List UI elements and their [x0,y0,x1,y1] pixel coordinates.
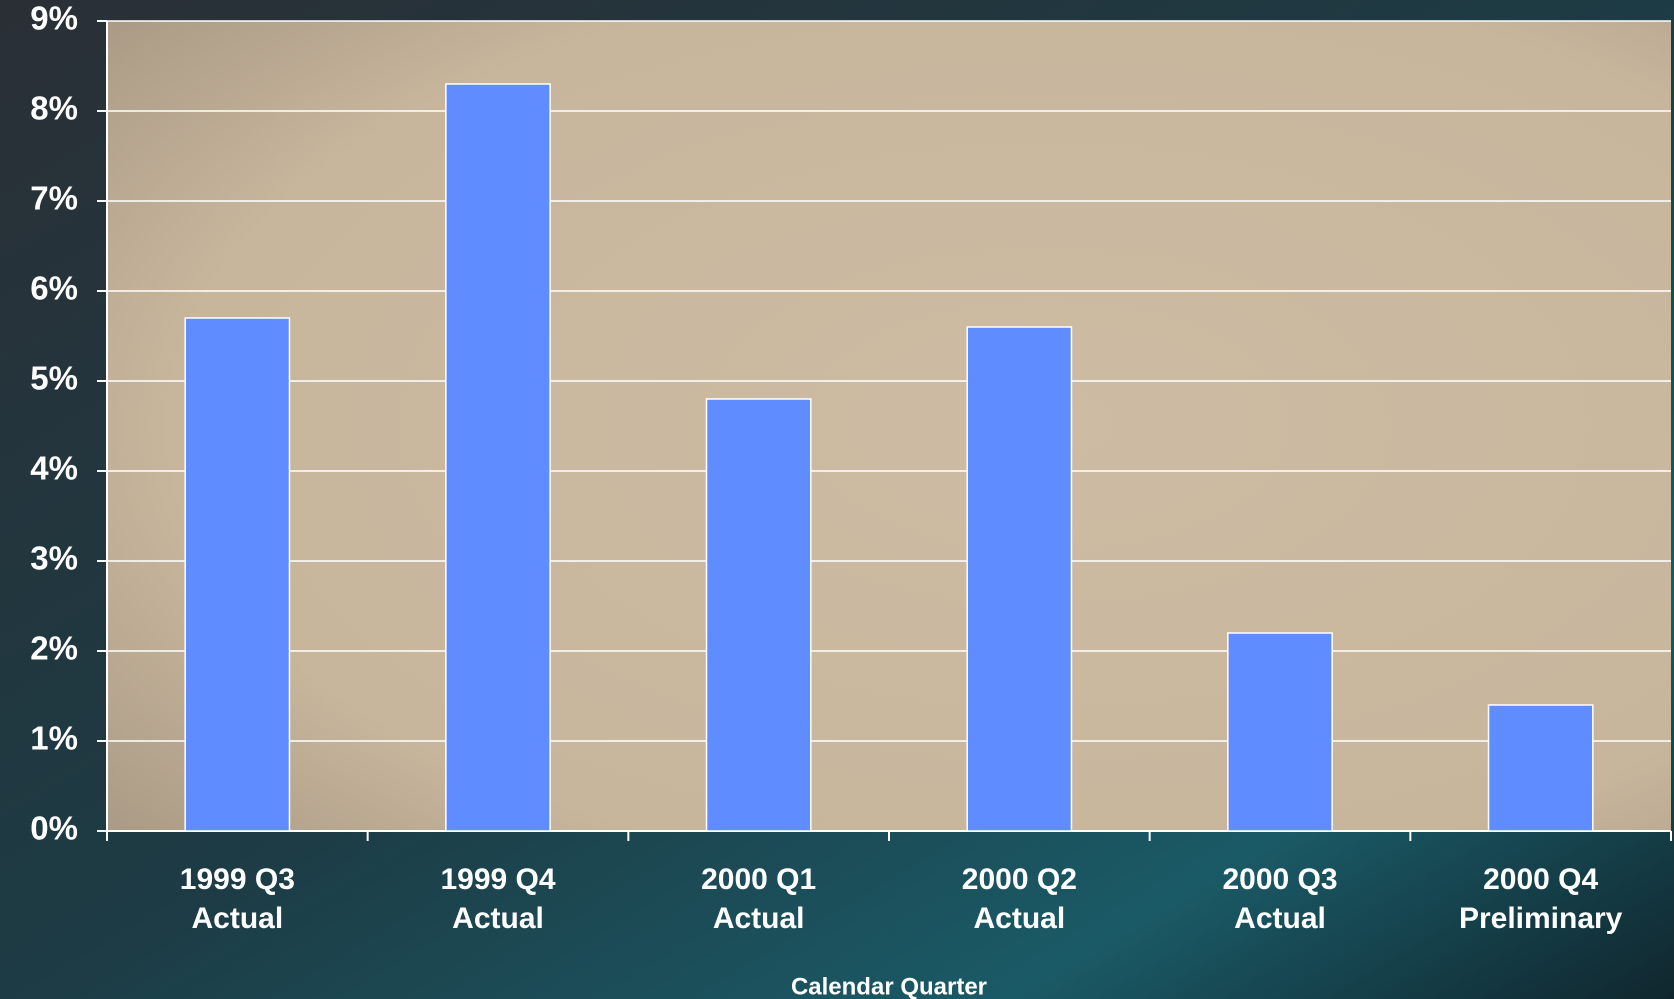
x-axis-title: Calendar Quarter [791,973,987,999]
x-tick-label: 2000 Q1 [701,863,816,896]
bar [705,398,812,832]
y-tick-label: 0% [30,810,78,847]
x-tick-label: Actual [191,902,283,935]
y-tick-label: 9% [30,0,78,37]
y-tick-label: 7% [30,180,78,217]
x-tick-label: 2000 Q4 [1483,863,1598,896]
x-tick-label: Preliminary [1459,902,1623,935]
x-tick-label: 1999 Q3 [180,863,295,896]
y-tick-label: 3% [30,540,78,577]
y-tick-label: 5% [30,360,78,397]
x-tick-label: Actual [452,902,544,935]
x-tick-label: Actual [973,902,1065,935]
y-tick-label: 1% [30,720,78,757]
y-tick-label: 2% [30,630,78,667]
x-tick-label: Actual [713,902,805,935]
y-tick-label: 4% [30,450,78,487]
y-tick-label: 8% [30,90,78,127]
bar [1227,632,1333,832]
bar [966,326,1073,832]
y-tick-label: 6% [30,270,78,307]
x-tick-label: Actual [1234,902,1326,935]
bar [1487,704,1594,832]
bar [184,317,291,832]
bar [445,83,551,832]
plot-area [107,21,1671,831]
x-tick-label: 1999 Q4 [440,863,555,896]
x-tick-label: 2000 Q3 [1222,863,1337,896]
x-tick-label: 2000 Q2 [962,863,1077,896]
